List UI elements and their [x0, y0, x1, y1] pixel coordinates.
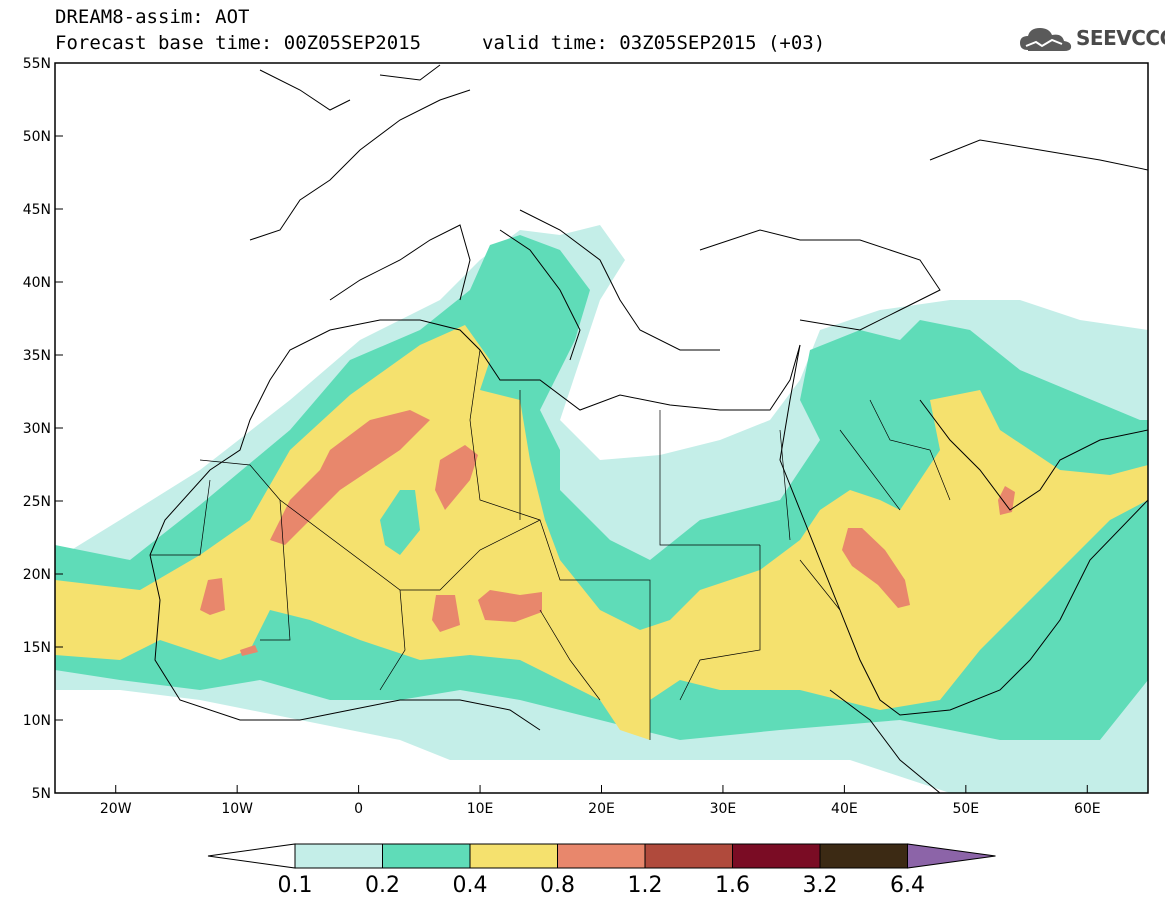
- colorbar-label: 0.4: [453, 873, 488, 898]
- lat-label: 25N: [23, 494, 51, 510]
- aot-contour-0.8-sahara: [270, 410, 430, 545]
- lat-label: 45N: [23, 202, 51, 218]
- colorbar-swatch: [557, 843, 646, 869]
- aot-contour-0.8-mali: [200, 578, 225, 615]
- colorbar-label: 3.2: [803, 873, 838, 898]
- colorbar-max-arrow: [907, 843, 996, 869]
- borders: [150, 349, 951, 740]
- colorbar-swatch: [382, 843, 471, 869]
- logo-text: SEEVCCC: [1076, 26, 1165, 50]
- lon-label: 30E: [710, 801, 737, 817]
- colorbar-label: 6.4: [890, 873, 925, 898]
- lat-label: 5N: [32, 786, 51, 802]
- lon-label: 10E: [467, 801, 494, 817]
- lat-label: 30N: [23, 421, 51, 437]
- colorbar-label: 0.8: [540, 873, 575, 898]
- lon-label: 40E: [831, 801, 858, 817]
- coastlines: [149, 64, 1148, 793]
- lat-label: 15N: [23, 640, 51, 656]
- colorbar: 0.1 0.2 0.4 0.8 1.2 1.6 3.2 6.4: [207, 843, 996, 898]
- aot-contour-0.8-gulf: [998, 486, 1015, 515]
- aot-contour-0.8-algeria: [435, 445, 478, 510]
- aot-contour-0.8-senegal: [240, 645, 258, 656]
- map-axes: 20W 10W 0 10E 20E 30E 40E 50E 60E 55N 50N 45N 40N 35N…: [23, 56, 1101, 817]
- seevccc-logo: SEEVCCC: [1018, 24, 1165, 54]
- lat-label: 20N: [23, 567, 51, 583]
- lon-label: 20E: [588, 801, 615, 817]
- lon-label: 60E: [1074, 801, 1101, 817]
- aot-contour-0.8-chad: [478, 590, 542, 622]
- lon-label: 10W: [221, 801, 253, 817]
- colorbar-swatch: [819, 843, 908, 869]
- colorbar-label: 1.2: [628, 873, 663, 898]
- aot-field: [55, 225, 1148, 793]
- aot-contour-0.4: [55, 325, 1148, 740]
- lat-label: 40N: [23, 275, 51, 291]
- colorbar-swatch: [469, 843, 558, 869]
- map-title: DREAM8-assim: AOT: [55, 6, 250, 28]
- valid-time: valid time: 03Z05SEP2015 (+03): [482, 32, 826, 54]
- cloud-icon: [1020, 28, 1072, 51]
- colorbar-label: 0.1: [278, 873, 313, 898]
- colorbar-swatch: [644, 843, 733, 869]
- aot-contour-0.8-niger: [432, 595, 460, 632]
- lat-label: 10N: [23, 713, 51, 729]
- forecast-base-time: Forecast base time: 00Z05SEP2015: [55, 32, 422, 54]
- lon-label: 20W: [100, 801, 132, 817]
- lat-label: 55N: [23, 56, 51, 72]
- lon-label: 0: [354, 801, 363, 817]
- aot-contour-0.8-arabia: [842, 528, 910, 608]
- colorbar-swatch: [294, 843, 383, 869]
- colorbar-swatch: [732, 843, 821, 869]
- colorbar-label: 1.6: [715, 873, 750, 898]
- lon-label: 50E: [952, 801, 979, 817]
- lat-label: 35N: [23, 348, 51, 364]
- colorbar-label: 0.2: [365, 873, 400, 898]
- lat-label: 50N: [23, 129, 51, 145]
- colorbar-min-arrow: [207, 843, 296, 869]
